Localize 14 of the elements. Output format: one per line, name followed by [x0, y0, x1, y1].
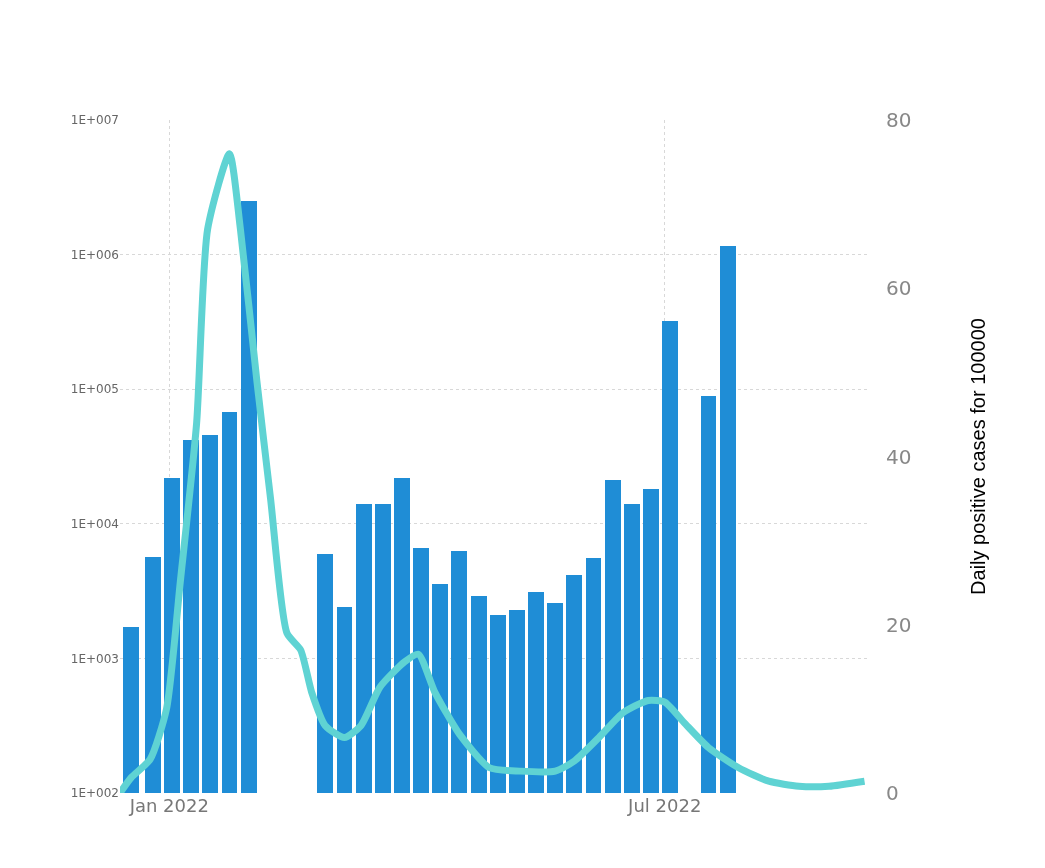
y2-tick-label: 80: [886, 108, 912, 132]
x-tick-label: Jan 2022: [128, 795, 209, 816]
y-tick-label: 1E+003: [70, 651, 119, 666]
y-tick-label: 1E+006: [70, 247, 119, 262]
y2-tick-label: 0: [886, 781, 899, 805]
y-tick-label: 1E+002: [70, 786, 119, 801]
y2-axis-title: Daily positive cases for 100000: [966, 318, 989, 595]
y2-tick-label: 20: [886, 612, 912, 637]
x-tick-label: Jul 2022: [627, 795, 702, 816]
y-tick-label: 1E+007: [70, 113, 119, 128]
y2-tick-label: 40: [886, 444, 912, 469]
y-tick-label: 1E+004: [70, 517, 119, 531]
y2-tick-label: 60: [886, 276, 912, 301]
y-tick-label: 1E+005: [70, 382, 119, 397]
